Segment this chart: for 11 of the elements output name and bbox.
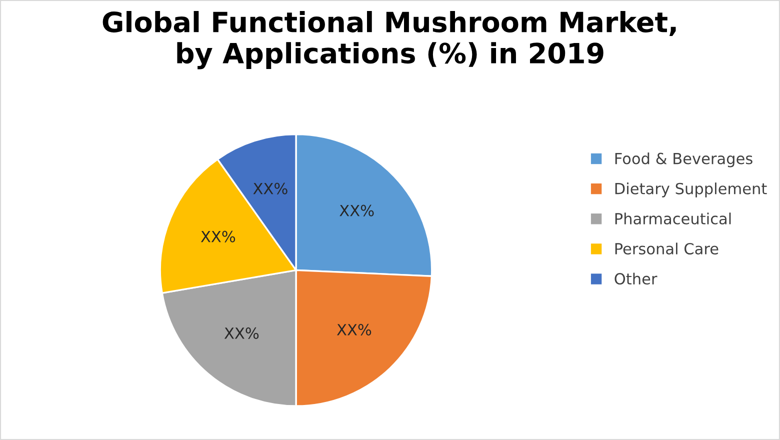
data-label: XX% (253, 182, 288, 194)
legend-label: Pharmaceutical (615, 212, 731, 224)
data-label: XX% (224, 327, 259, 339)
legend-label: Other (614, 272, 658, 285)
legend-label: Personal Care (615, 242, 718, 254)
legend-label: Food & Beverages (615, 152, 752, 168)
data-label: XX% (336, 324, 372, 336)
legend-label: Dietary Supplement (615, 182, 767, 198)
data-label: XX% (200, 230, 236, 242)
chart-title: Global Functional Mushroom Market, by Applications (%) in 2019 (102, 11, 676, 70)
data-label: XX% (340, 204, 374, 216)
